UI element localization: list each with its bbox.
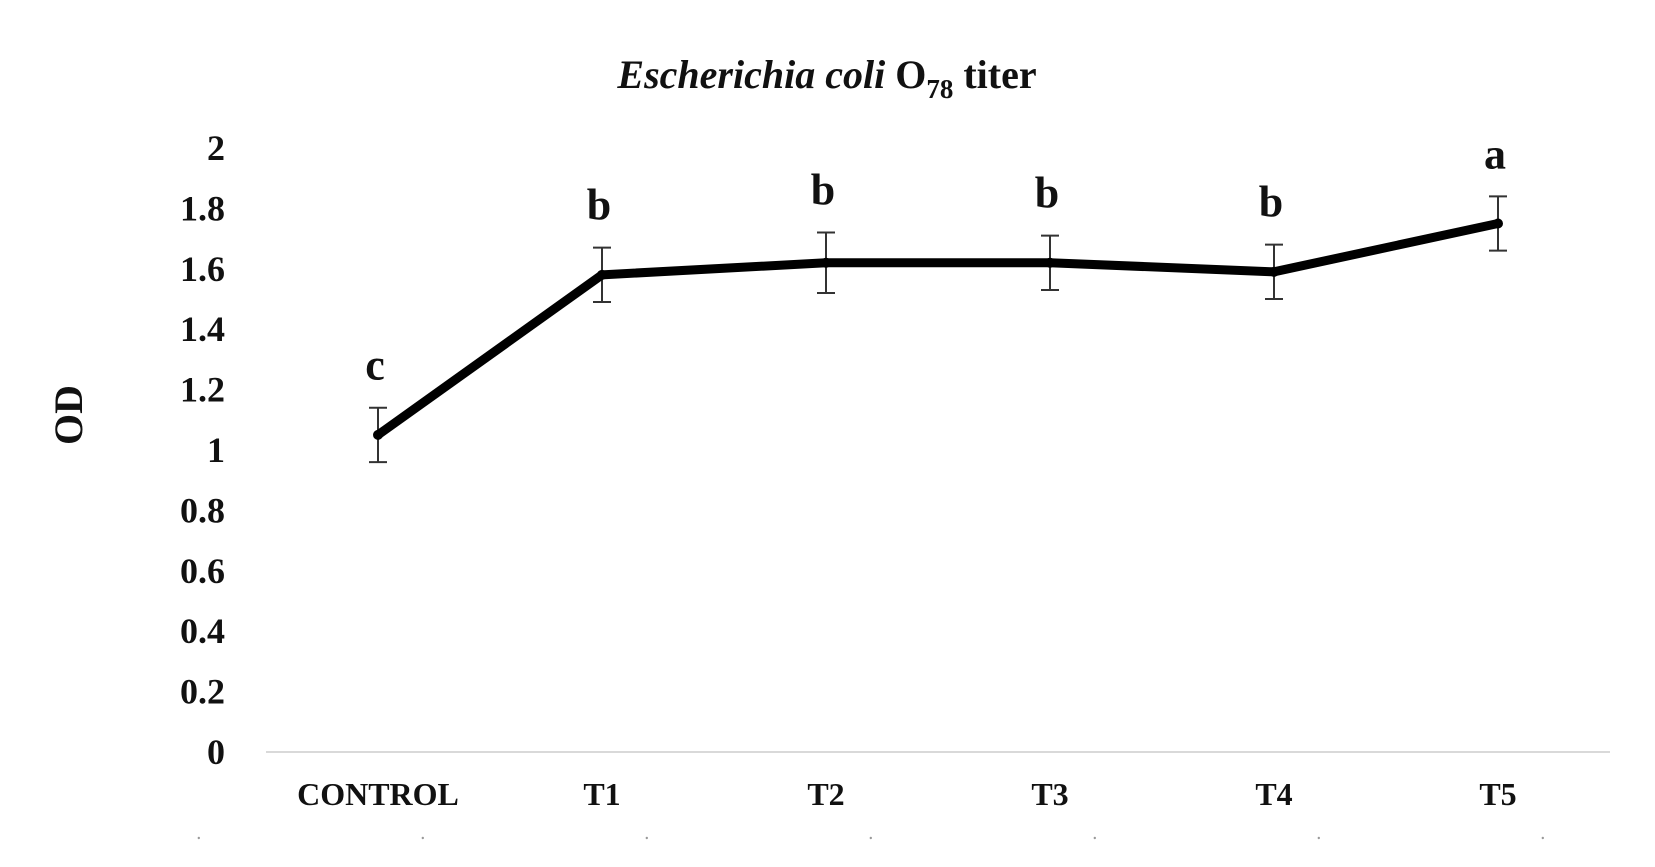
y-tick-label: 0.2 bbox=[180, 672, 225, 712]
chart-title-o: O bbox=[895, 52, 926, 97]
category-divider-dot bbox=[869, 836, 872, 840]
category-divider-dot bbox=[421, 836, 424, 840]
x-tick-label: T3 bbox=[1031, 776, 1068, 812]
chart-title-suffix: titer bbox=[963, 52, 1036, 97]
category-divider-dot bbox=[1541, 836, 1545, 840]
bottom-dots bbox=[197, 836, 1545, 840]
y-tick-label: 0.8 bbox=[180, 490, 225, 530]
x-tick-label: T2 bbox=[807, 776, 844, 812]
data-point bbox=[1269, 266, 1279, 277]
chart-title: Escherichia coli O78 titer bbox=[616, 52, 1036, 104]
significance-letter: c bbox=[365, 341, 385, 390]
y-tick-label: 1.6 bbox=[180, 249, 225, 289]
category-divider-dot bbox=[1093, 836, 1097, 840]
chart-title-italic: Escherichia coli bbox=[616, 52, 885, 97]
category-divider-dot bbox=[1317, 836, 1321, 840]
data-point bbox=[821, 257, 831, 268]
y-tick-label: 1 bbox=[207, 430, 225, 470]
data-point bbox=[373, 429, 383, 440]
y-tick-label: 1.2 bbox=[180, 370, 225, 410]
x-tick-label: CONTROL bbox=[297, 776, 459, 812]
x-tick-label: T4 bbox=[1255, 776, 1292, 812]
series-line bbox=[373, 219, 1503, 440]
significance-letter: b bbox=[811, 166, 835, 215]
category-divider-dot bbox=[645, 836, 648, 840]
y-tick-label: 0 bbox=[207, 732, 225, 772]
chart-title-subscript: 78 bbox=[926, 74, 953, 104]
series-group bbox=[373, 218, 1503, 440]
y-tick-label: 1.8 bbox=[180, 188, 225, 228]
significance-letter: b bbox=[1035, 169, 1059, 218]
y-tick-label: 0.6 bbox=[180, 551, 225, 591]
y-tick-labels: 0 0.2 0.4 0.6 0.8 1 1.2 1.4 1.6 1.8 2 bbox=[180, 128, 225, 772]
data-point bbox=[1493, 218, 1503, 229]
significance-letter: a bbox=[1484, 129, 1506, 178]
y-tick-label: 1.4 bbox=[180, 309, 225, 349]
significance-letter: b bbox=[587, 181, 611, 230]
x-tick-label: T1 bbox=[583, 776, 620, 812]
data-point bbox=[597, 269, 607, 280]
category-divider-dot bbox=[197, 836, 200, 840]
x-tick-label: T5 bbox=[1479, 776, 1516, 812]
significance-letter: b bbox=[1259, 178, 1283, 227]
y-tick-label: 2 bbox=[207, 128, 225, 168]
error-bars bbox=[369, 195, 1507, 464]
data-point bbox=[1045, 257, 1055, 268]
significance-letters: c b b b b a bbox=[365, 129, 1506, 389]
y-axis-title: OD bbox=[46, 385, 91, 445]
x-tick-labels: CONTROL T1 T2 T3 T4 T5 bbox=[297, 776, 1517, 812]
y-tick-label: 0.4 bbox=[180, 611, 225, 651]
